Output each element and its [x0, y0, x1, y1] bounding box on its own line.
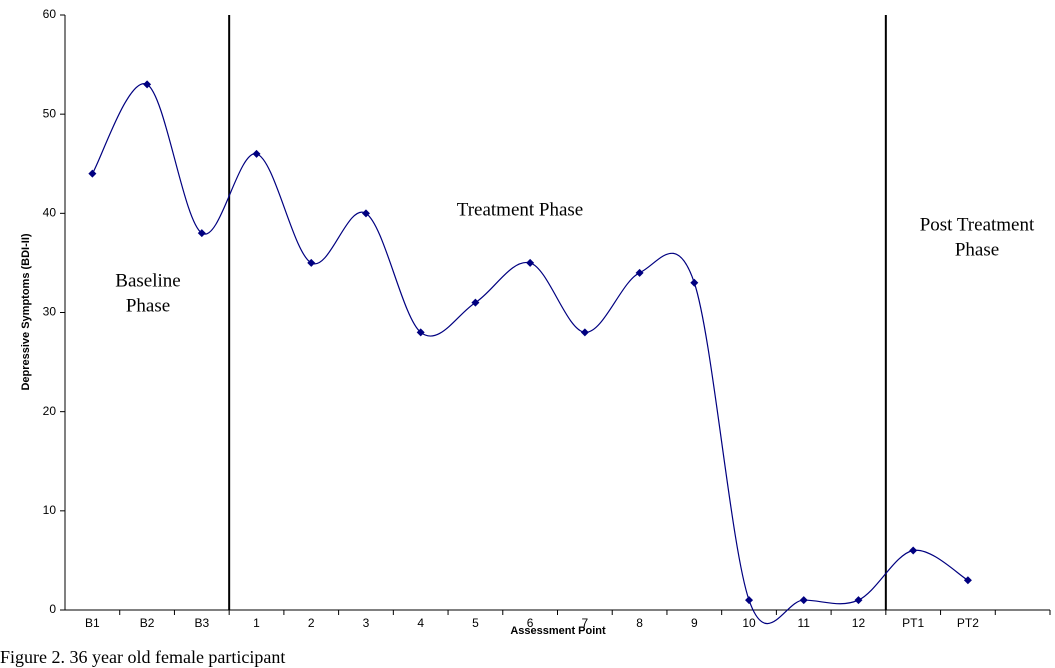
x-tick-label: B3	[194, 616, 209, 630]
x-tick-label: 4	[417, 616, 424, 630]
x-tick-label: 3	[363, 616, 370, 630]
marker	[416, 328, 425, 337]
series-line	[91, 83, 969, 625]
marker	[909, 546, 918, 555]
y-tick-label: 50	[43, 106, 57, 120]
y-tick-label: 30	[43, 305, 57, 319]
y-tick-label: 10	[43, 503, 57, 517]
phase-label: Post Treatment	[920, 214, 1035, 235]
x-tick-label: 11	[798, 616, 811, 630]
phase-label: Phase	[955, 239, 999, 260]
marker	[361, 209, 370, 218]
x-axis-label: Assessment Point	[510, 625, 606, 637]
marker	[88, 169, 97, 178]
x-tick-label: B2	[140, 616, 155, 630]
y-axis-label: Depressive Symptoms (BDI-II)	[20, 233, 32, 390]
x-tick-label: PT2	[957, 616, 979, 630]
marker	[963, 576, 972, 585]
y-tick-label: 0	[49, 602, 56, 616]
caption: Figure 2. 36 year old female participant	[0, 647, 285, 667]
x-tick-label: 10	[742, 616, 756, 630]
marker	[526, 258, 535, 267]
x-tick-label: 1	[253, 616, 260, 630]
y-tick-label: 60	[43, 7, 57, 21]
marker	[143, 80, 152, 89]
x-tick-label: PT1	[902, 616, 924, 630]
phase-label: Baseline	[115, 270, 180, 291]
marker	[197, 229, 206, 238]
phase-label: Treatment Phase	[457, 199, 583, 220]
marker	[635, 268, 644, 277]
marker	[471, 298, 480, 307]
marker	[580, 328, 589, 337]
x-tick-label: 7	[582, 616, 589, 630]
marker	[252, 149, 261, 158]
marker	[307, 258, 316, 267]
x-tick-label: B1	[85, 616, 100, 630]
x-tick-label: 2	[308, 616, 315, 630]
x-tick-label: 8	[636, 616, 643, 630]
marker	[854, 596, 863, 605]
y-tick-label: 40	[43, 206, 57, 220]
marker	[690, 278, 699, 287]
phase-label: Phase	[126, 295, 170, 316]
x-tick-label: 6	[527, 616, 534, 630]
x-tick-label: 9	[691, 616, 698, 630]
x-tick-label: 12	[852, 616, 866, 630]
marker	[799, 596, 808, 605]
y-tick-label: 20	[43, 404, 57, 418]
marker	[745, 596, 754, 605]
x-tick-label: 5	[472, 616, 479, 630]
